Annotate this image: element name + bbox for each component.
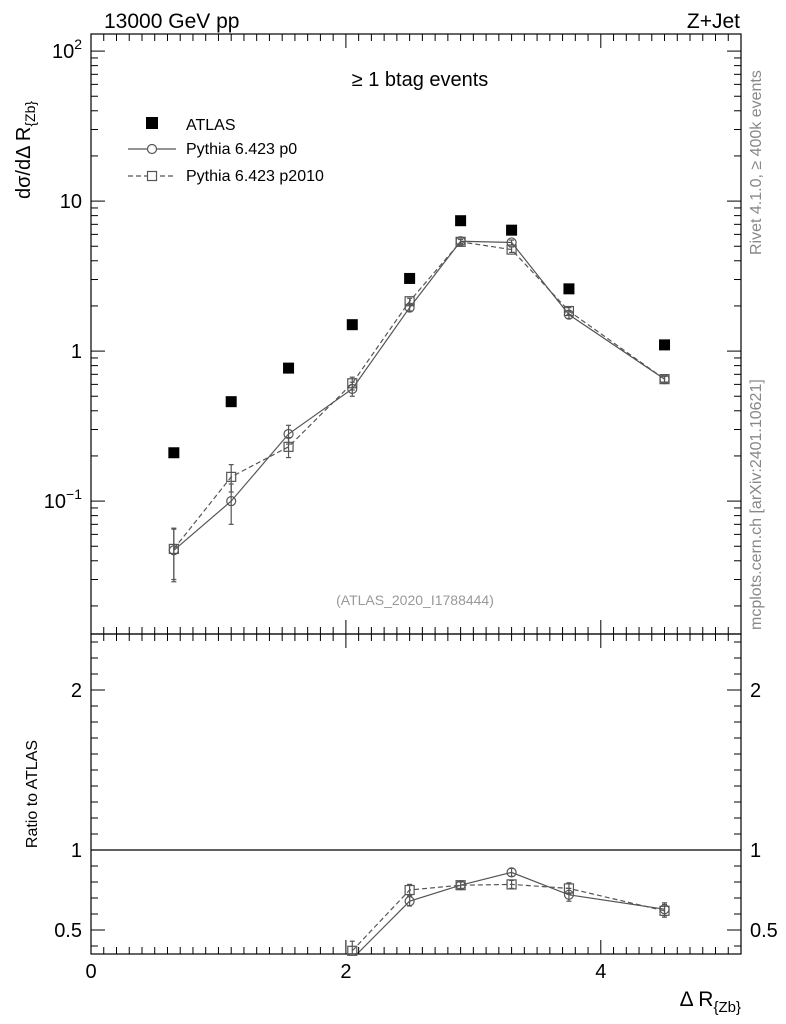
ratio-marker	[659, 905, 670, 916]
series-pythia-6-423-p0	[168, 236, 670, 583]
ratio-y-tick-label-right: 0.5	[750, 920, 778, 942]
legend-label-p0: Pythia 6.423 p0	[186, 141, 297, 158]
atlas-data-point	[455, 215, 467, 227]
legend-label-atlas: ATLAS	[186, 117, 236, 134]
series-atlas	[168, 215, 671, 459]
ratio-y-tick-label-right: 1	[750, 840, 761, 862]
y-tick-label: 10−1	[44, 486, 82, 513]
main-marker	[283, 441, 294, 452]
main-marker	[168, 543, 179, 555]
ratio-data-marks	[347, 867, 670, 956]
ratio-marker	[506, 879, 517, 890]
main-y-axis-label: dσ/dΔ R{Zb}	[13, 101, 38, 199]
mcplots-label: mcplots.cern.ch [arXiv:2401.10621]	[748, 379, 765, 630]
main-line	[173, 240, 665, 551]
analysis-id: (ATLAS_2020_I1788444)	[336, 592, 494, 608]
atlas-data-point	[659, 339, 671, 351]
legend-marker-p2010	[146, 170, 158, 182]
ratio-y-tick-label-right: 2	[750, 680, 761, 702]
legend: ATLAS Pythia 6.423 p0 Pythia 6.423 p2010	[128, 117, 324, 185]
y-tick-label: 102	[52, 36, 82, 63]
ratio-marker	[404, 884, 415, 896]
ratio-marker	[506, 867, 517, 878]
atlas-data-point	[404, 272, 416, 284]
atlas-data-point	[346, 319, 358, 331]
ratio-panel-frame	[90, 633, 742, 955]
ratio-y-tick-label-left: 2	[71, 680, 82, 702]
y-tick-label: 1	[71, 341, 82, 363]
ratio-y-tick-label-left: 0.5	[54, 920, 82, 942]
rivet-label: Rivet 4.1.0, ≥ 400k events	[748, 70, 765, 255]
header-left: 13000 GeV pp	[104, 10, 239, 33]
legend-label-p2010: Pythia 6.423 p2010	[186, 168, 324, 185]
legend-marker-p0	[146, 143, 158, 155]
x-tick-label: 4	[595, 961, 606, 983]
header-right: Z+Jet	[687, 10, 740, 33]
atlas-data-point	[168, 447, 180, 459]
y-tick-label: 10	[60, 191, 82, 213]
ratio-y-tick-label-left: 1	[71, 840, 82, 862]
atlas-data-point	[506, 224, 518, 236]
ratio-marker	[347, 945, 358, 956]
main-marker	[226, 471, 237, 482]
atlas-data-point	[225, 396, 237, 408]
x-tick-label: 0	[85, 961, 96, 983]
ratio-marker	[404, 896, 415, 907]
main-data-marks	[168, 215, 671, 583]
series-pythia-6-423-p2010	[168, 236, 670, 581]
ratio-series-pythia-6-423-p0	[349, 867, 670, 955]
ratio-line	[356, 871, 665, 954]
main-marker	[226, 495, 237, 507]
main-panel-title: ≥ 1 btag events	[352, 69, 489, 91]
legend-marker-atlas	[146, 117, 158, 129]
main-marker	[404, 296, 415, 307]
main-marker	[455, 236, 466, 247]
ratio-line	[351, 883, 665, 952]
ratio-y-axis-label: Ratio to ATLAS	[24, 740, 41, 848]
ratio-series-pythia-6-423-p2010	[347, 879, 670, 956]
ratio-marker	[563, 883, 575, 894]
x-tick-label: 2	[340, 961, 351, 983]
main-line	[173, 241, 665, 550]
main-marker	[659, 374, 670, 385]
ratio-marker	[455, 880, 466, 891]
ratio-axis-ticks: 0.5 0.5 1 1 2 2	[54, 641, 778, 947]
x-axis-ticks: 0 2 4	[85, 34, 729, 983]
main-marker	[347, 378, 358, 389]
main-marker	[506, 244, 517, 255]
atlas-data-point	[283, 362, 295, 374]
main-axis-ticks: 102 10 1 10−1	[44, 36, 741, 607]
atlas-data-point	[563, 283, 575, 295]
x-axis-label: Δ R{Zb}	[680, 988, 741, 1016]
main-marker	[563, 305, 575, 317]
